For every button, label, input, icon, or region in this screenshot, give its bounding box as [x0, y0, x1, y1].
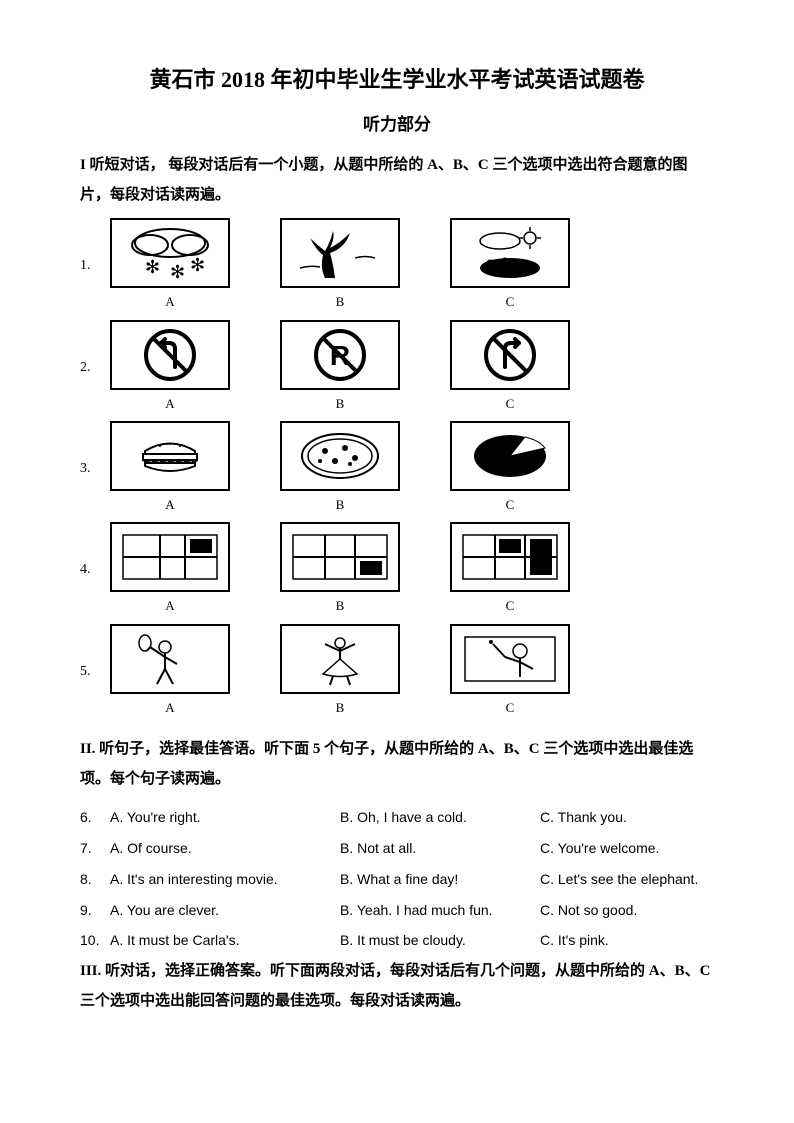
section2-instruction: II. 听句子，选择最佳答语。听下面 5 个句子，从题中所给的 A、B、C 三个…	[80, 734, 714, 794]
question-row: 6. A. You're right. B. Oh, I have a cold…	[80, 802, 714, 833]
svg-text:✻: ✻	[170, 262, 185, 282]
option-label: B	[280, 493, 400, 516]
pizza-round-icon	[280, 421, 400, 491]
option-a: A. You're right.	[110, 802, 340, 833]
image-cell: C	[450, 624, 570, 719]
option-c: C. Not so good.	[540, 895, 637, 926]
question-number: 6.	[80, 802, 110, 833]
no-right-icon	[450, 320, 570, 390]
option-b: B. It must be cloudy.	[340, 925, 540, 956]
option-label: C	[450, 290, 570, 313]
question-row: 8. A. It's an interesting movie. B. What…	[80, 864, 714, 895]
tennis-player-icon	[110, 624, 230, 694]
option-label: B	[280, 696, 400, 719]
no-left-icon	[110, 320, 230, 390]
image-cell: R B	[280, 320, 400, 415]
section1-instruction: I 听短对话， 每段对话后有一个小题，从题中所给的 A、B、C 三个选项中选出符…	[80, 150, 714, 210]
row-number: 3.	[80, 456, 110, 481]
option-c: C. Let's see the elephant.	[540, 864, 698, 895]
option-label: B	[280, 392, 400, 415]
option-label: C	[450, 696, 570, 719]
question-number: 7.	[80, 833, 110, 864]
image-row: 2. A R B	[80, 320, 714, 415]
dancer-icon	[280, 624, 400, 694]
option-label: A	[110, 290, 230, 313]
question-number: 8.	[80, 864, 110, 895]
row-number: 5.	[80, 659, 110, 684]
option-label: A	[110, 594, 230, 617]
image-grid: 1. ✻ ✻ ✻ A B	[80, 218, 714, 719]
image-cell: ✻ ✻ ✻ A	[110, 218, 230, 313]
no-parking-icon: R	[280, 320, 400, 390]
svg-text:✻: ✻	[145, 257, 160, 277]
section3-instruction: III. 听对话，选择正确答案。听下面两段对话，每段对话后有几个问题，从题中所给…	[80, 956, 714, 1016]
image-row: 4. A	[80, 522, 714, 617]
option-label: B	[280, 290, 400, 313]
option-b: B. Not at all.	[340, 833, 540, 864]
image-cell: B	[280, 218, 400, 313]
option-label: A	[110, 392, 230, 415]
image-cell: A	[110, 522, 230, 617]
image-cell: A	[110, 624, 230, 719]
image-cell: B	[280, 421, 400, 516]
question-number: 9.	[80, 895, 110, 926]
section2-questions: 6. A. You're right. B. Oh, I have a cold…	[80, 802, 714, 956]
question-row: 9. A. You are clever. B. Yeah. I had muc…	[80, 895, 714, 926]
question-row: 7. A. Of course. B. Not at all. C. You'r…	[80, 833, 714, 864]
option-c: C. Thank you.	[540, 802, 627, 833]
row-number: 4.	[80, 557, 110, 582]
image-row: 3. A	[80, 421, 714, 516]
option-b: B. Oh, I have a cold.	[340, 802, 540, 833]
option-a: A. It must be Carla's.	[110, 925, 340, 956]
sun-flowers-icon	[450, 218, 570, 288]
option-a: A. It's an interesting movie.	[110, 864, 340, 895]
image-cell: C	[450, 421, 570, 516]
image-cell: A	[110, 421, 230, 516]
image-row: 5. A B	[80, 624, 714, 719]
option-c: C. It's pink.	[540, 925, 609, 956]
image-cell: A	[110, 320, 230, 415]
question-number: 10.	[80, 925, 110, 956]
svg-text:✻: ✻	[190, 255, 205, 275]
tree-wind-icon	[280, 218, 400, 288]
image-cell: C	[450, 522, 570, 617]
burger-icon	[110, 421, 230, 491]
question-row: 10. A. It must be Carla's. B. It must be…	[80, 925, 714, 956]
map-b-icon	[280, 522, 400, 592]
image-cell: C	[450, 320, 570, 415]
singer-icon	[450, 624, 570, 694]
cloud-snow-icon: ✻ ✻ ✻	[110, 218, 230, 288]
image-cell: B	[280, 522, 400, 617]
option-c: C. You're welcome.	[540, 833, 659, 864]
option-b: B. What a fine day!	[340, 864, 540, 895]
option-label: A	[110, 493, 230, 516]
option-b: B. Yeah. I had much fun.	[340, 895, 540, 926]
option-label: C	[450, 392, 570, 415]
option-a: A. You are clever.	[110, 895, 340, 926]
section-subtitle: 听力部分	[80, 110, 714, 141]
row-number: 2.	[80, 355, 110, 380]
option-label: C	[450, 594, 570, 617]
option-label: B	[280, 594, 400, 617]
pie-slice-icon	[450, 421, 570, 491]
map-a-icon	[110, 522, 230, 592]
image-row: 1. ✻ ✻ ✻ A B	[80, 218, 714, 313]
map-c-icon	[450, 522, 570, 592]
option-label: A	[110, 696, 230, 719]
option-a: A. Of course.	[110, 833, 340, 864]
page-title: 黄石市 2018 年初中毕业生学业水平考试英语试题卷	[80, 60, 714, 100]
option-label: C	[450, 493, 570, 516]
image-cell: C	[450, 218, 570, 313]
image-cell: B	[280, 624, 400, 719]
row-number: 1.	[80, 253, 110, 278]
